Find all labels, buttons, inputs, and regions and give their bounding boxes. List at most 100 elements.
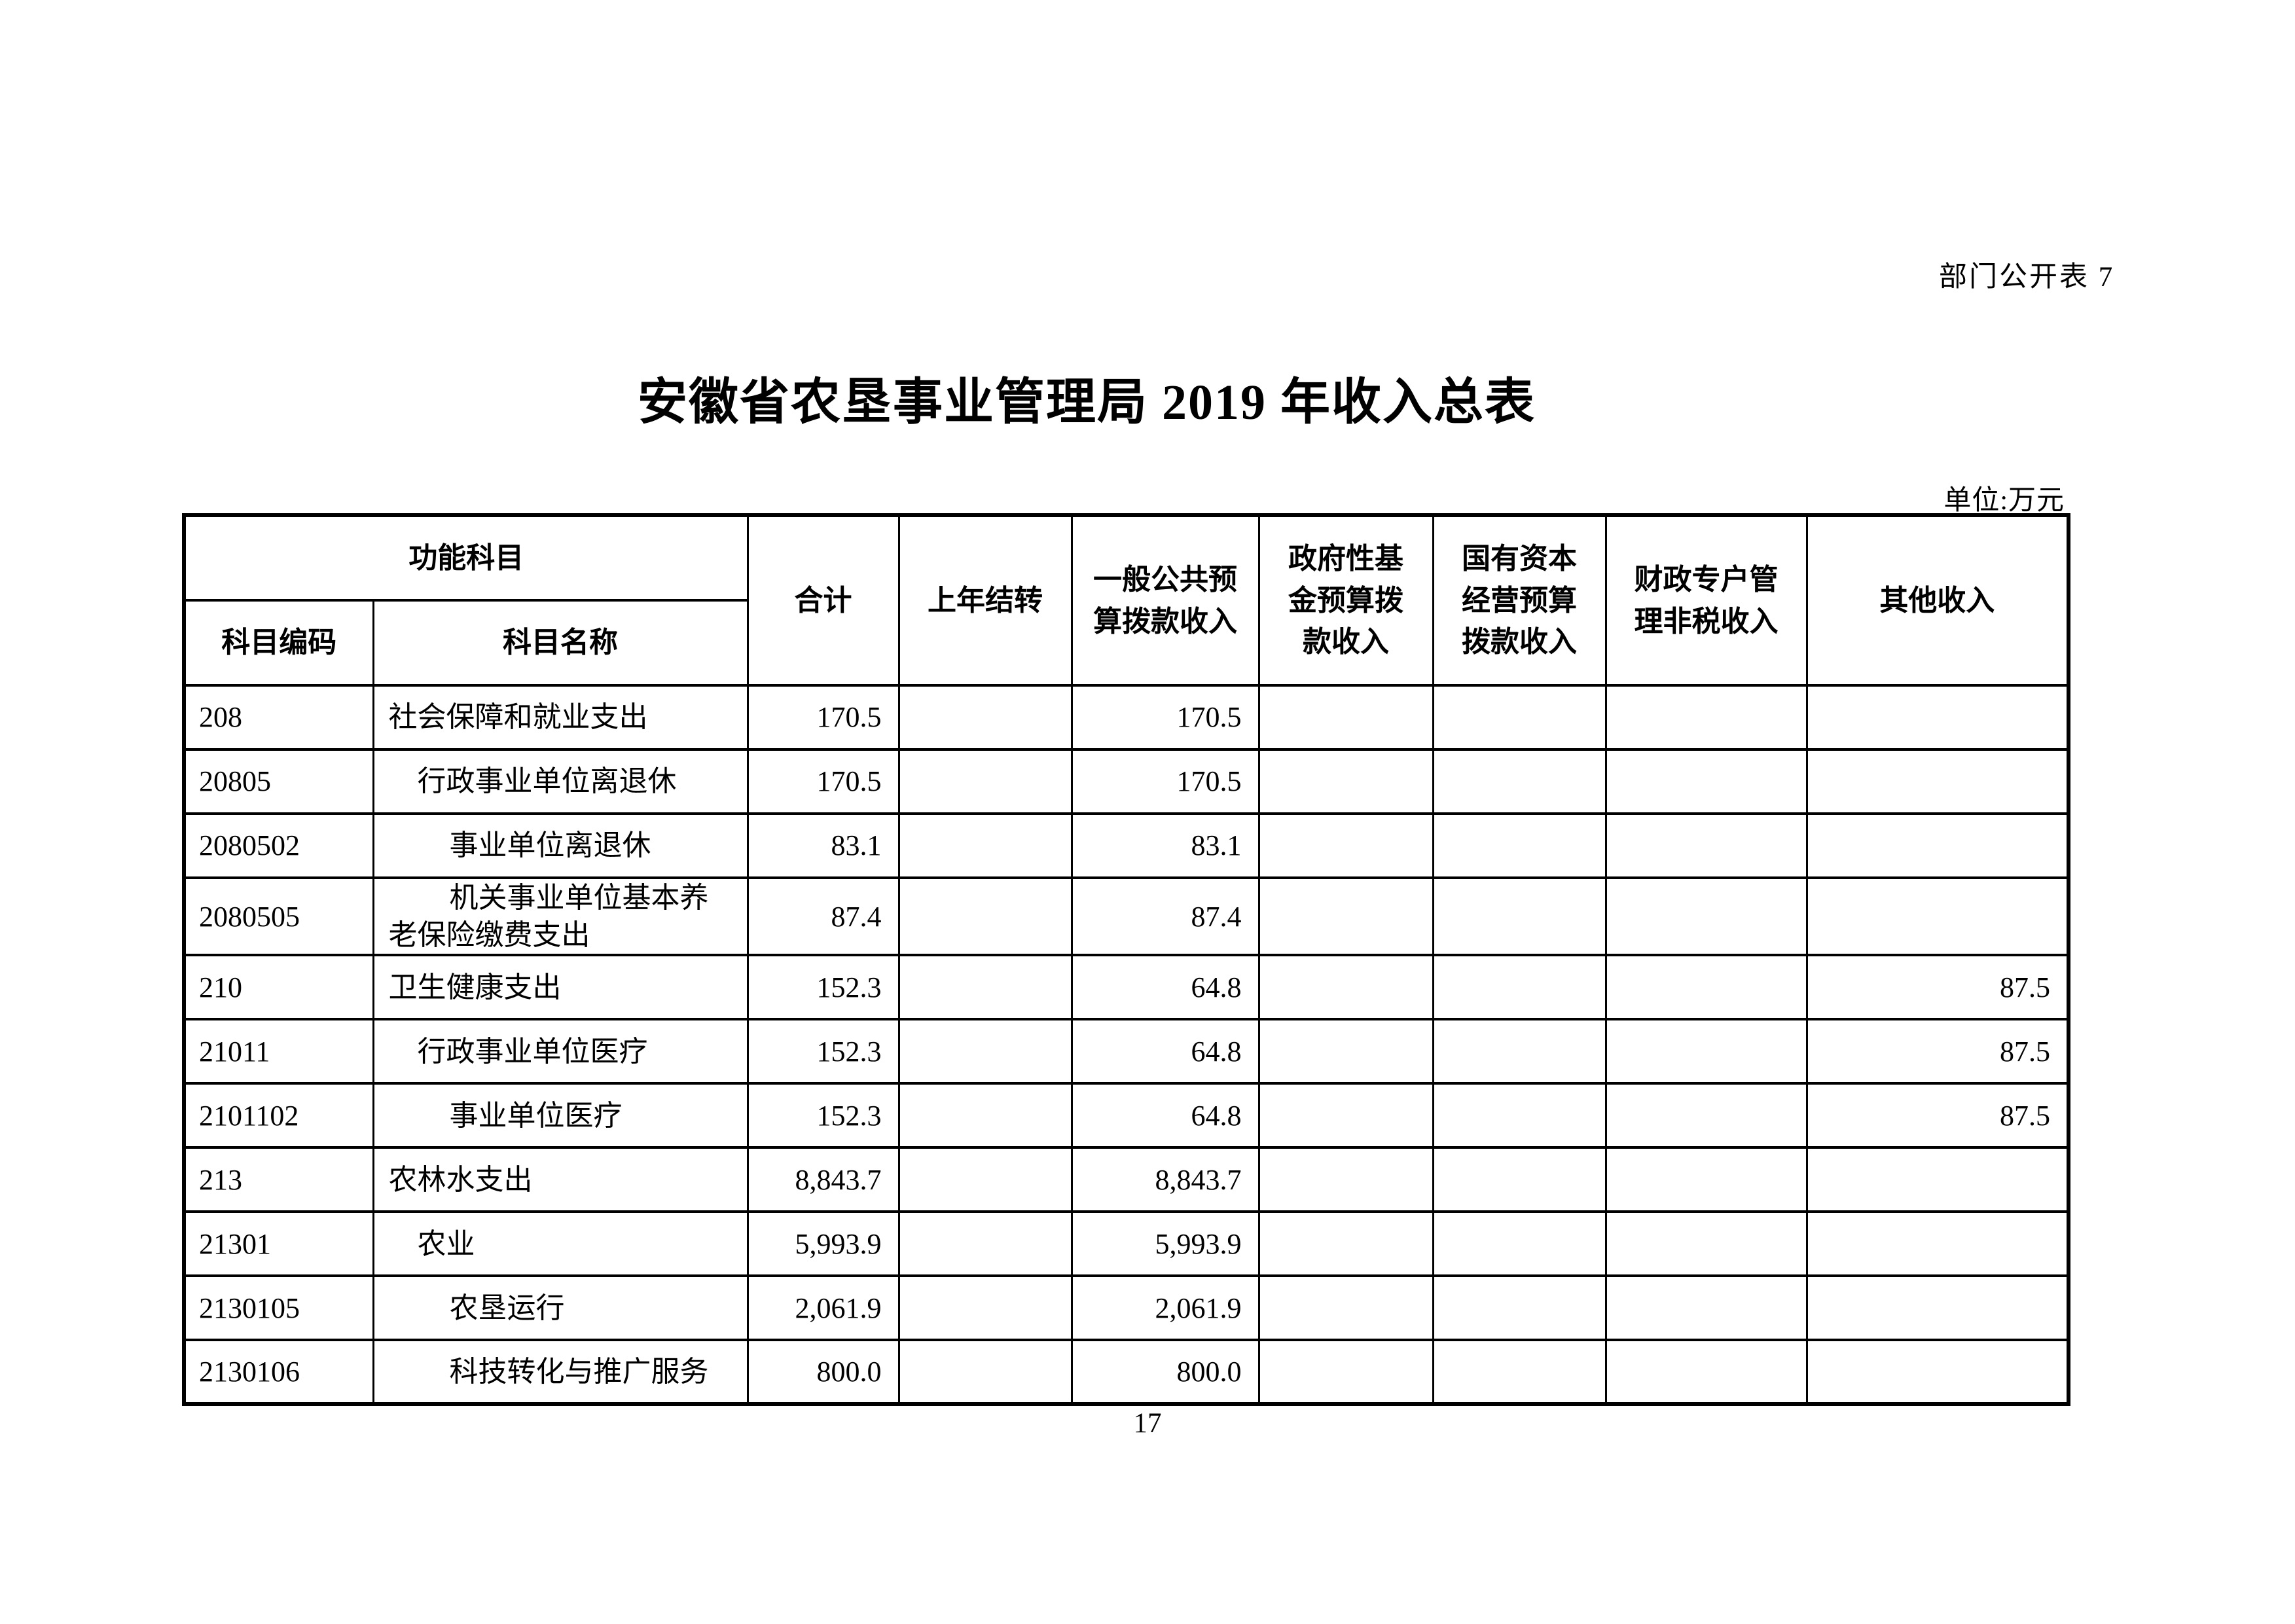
header-subject-code: 科目编码 [183,599,374,687]
cell-carryover [897,954,1073,1021]
doc-label: 部门公开表 7 [1939,262,2115,293]
cell-code: 20805 [183,748,374,815]
header-row-2: 科目编码 科目名称 [183,599,2069,687]
cell-carryover [897,1018,1073,1085]
cell-other [1805,1339,2070,1406]
cell-fiscal [1604,812,1808,879]
cell-code: 2130105 [183,1274,374,1342]
table-row: 208 社会保障和就业支出 170.5 170.5 [183,684,2070,751]
cell-fiscal [1604,1210,1808,1278]
cell-total: 170.5 [746,684,900,751]
unit-note: 单位:万元 [1943,486,2065,516]
cell-gov-fund [1257,876,1434,957]
cell-state-capital [1432,876,1607,957]
cell-general: 5,993.9 [1070,1210,1260,1278]
cell-other [1805,876,2070,957]
cell-state-capital [1432,954,1607,1021]
cell-code: 2130106 [183,1339,374,1406]
cell-total: 5,993.9 [746,1210,900,1278]
cell-gov-fund [1257,1082,1434,1149]
cell-fiscal [1604,1146,1808,1214]
cell-general: 87.4 [1070,876,1260,957]
table-row: 2080505 机关事业单位基本养老保险缴费支出 87.4 87.4 [183,876,2070,957]
cell-total: 87.4 [746,876,900,957]
table-row: 2080502 事业单位离退休 83.1 83.1 [183,812,2070,879]
header-general-budget: 一般公共预算拨款收入 [1070,514,1260,687]
cell-state-capital [1432,1210,1607,1278]
cell-total: 152.3 [746,1018,900,1085]
cell-carryover [897,684,1073,751]
table-row: 2101102 事业单位医疗 152.3 64.8 87.5 [183,1082,2070,1149]
cell-other: 87.5 [1805,1018,2070,1085]
cell-general: 64.8 [1070,1082,1260,1149]
cell-carryover [897,876,1073,957]
cell-general: 800.0 [1070,1339,1260,1406]
cell-general: 170.5 [1070,684,1260,751]
cell-carryover [897,1274,1073,1342]
cell-other [1805,812,2070,879]
cell-gov-fund [1257,1274,1434,1342]
header-state-capital: 国有资本经营预算拨款收入 [1432,514,1607,687]
cell-code: 21011 [183,1018,374,1085]
cell-total: 170.5 [746,748,900,815]
header-fiscal-account: 财政专户管理非税收入 [1604,514,1808,687]
cell-name: 农业 [372,1210,749,1278]
header-gov-fund: 政府性基金预算拨款收入 [1257,514,1434,687]
table-row: 2130106 科技转化与推广服务 800.0 800.0 [183,1339,2070,1406]
cell-other [1805,1146,2070,1214]
cell-total: 83.1 [746,812,900,879]
cell-general: 64.8 [1070,954,1260,1021]
cell-general: 8,843.7 [1070,1146,1260,1214]
cell-state-capital [1432,812,1607,879]
cell-state-capital [1432,1018,1607,1085]
cell-fiscal [1604,876,1808,957]
cell-fiscal [1604,1339,1808,1406]
cell-carryover [897,1339,1073,1406]
cell-carryover [897,812,1073,879]
table-row: 21301 农业 5,993.9 5,993.9 [183,1210,2070,1278]
cell-carryover [897,1082,1073,1149]
cell-gov-fund [1257,1210,1434,1278]
cell-gov-fund [1257,684,1434,751]
cell-state-capital [1432,684,1607,751]
cell-code: 208 [183,684,374,751]
cell-total: 800.0 [746,1339,900,1406]
cell-code: 2101102 [183,1082,374,1149]
table-header: 功能科目 合计 上年结转 一般公共预算拨款收入 政府性基金预算拨款收入 国有资本… [183,514,2070,687]
header-function-subject: 功能科目 [183,514,749,602]
cell-general: 83.1 [1070,812,1260,879]
cell-state-capital [1432,748,1607,815]
cell-fiscal [1604,1082,1808,1149]
cell-code: 2080502 [183,812,374,879]
page-number: 17 [1133,1408,1162,1439]
header-subject-name: 科目名称 [372,599,749,687]
cell-state-capital [1432,1146,1607,1214]
cell-name: 社会保障和就业支出 [372,684,749,751]
table-row: 210 卫生健康支出 152.3 64.8 87.5 [183,954,2070,1021]
cell-name: 事业单位离退休 [372,812,749,879]
table-row: 20805 行政事业单位离退休 170.5 170.5 [183,748,2070,815]
cell-gov-fund [1257,812,1434,879]
cell-other: 87.5 [1805,954,2070,1021]
cell-name: 科技转化与推广服务 [372,1339,749,1406]
cell-fiscal [1604,748,1808,815]
cell-name: 卫生健康支出 [372,954,749,1021]
cell-total: 152.3 [746,954,900,1021]
page-title: 安徽省农垦事业管理局 2019 年收入总表 [638,375,1536,430]
cell-code: 2080505 [183,876,374,957]
cell-carryover [897,748,1073,815]
income-table: 功能科目 合计 上年结转 一般公共预算拨款收入 政府性基金预算拨款收入 国有资本… [182,513,2070,1407]
cell-state-capital [1432,1082,1607,1149]
cell-code: 213 [183,1146,374,1214]
cell-other: 87.5 [1805,1082,2070,1149]
cell-name: 行政事业单位医疗 [372,1018,749,1085]
cell-gov-fund [1257,1146,1434,1214]
cell-code: 210 [183,954,374,1021]
cell-name: 行政事业单位离退休 [372,748,749,815]
cell-fiscal [1604,684,1808,751]
header-total: 合计 [746,514,900,687]
cell-fiscal [1604,1274,1808,1342]
cell-name: 农林水支出 [372,1146,749,1214]
cell-code: 21301 [183,1210,374,1278]
cell-state-capital [1432,1339,1607,1406]
